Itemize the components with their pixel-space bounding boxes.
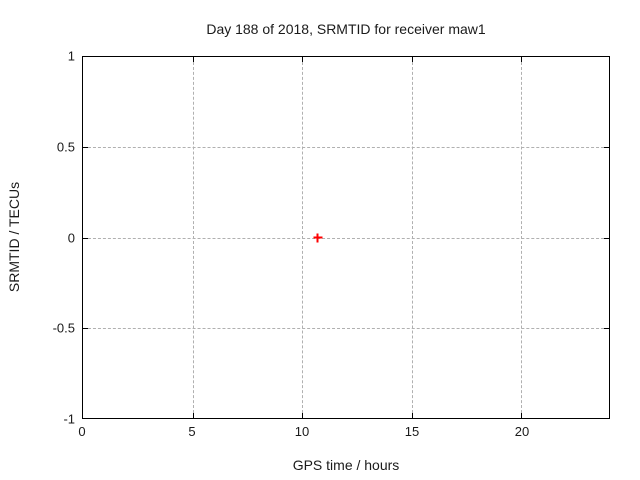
- x-tick-label: 15: [404, 424, 420, 439]
- y-tick-mark: [604, 327, 609, 329]
- y-tick-label: 1: [67, 48, 75, 64]
- x-axis-label: GPS time / hours: [292, 457, 400, 473]
- marker-vertical-bar: [316, 233, 319, 242]
- x-tick-label: 20: [514, 424, 530, 439]
- chart-title: Day 188 of 2018, SRMTID for receiver maw…: [206, 21, 486, 37]
- y-gridline: [83, 147, 609, 149]
- y-tick-label: -0.5: [52, 320, 75, 336]
- x-tick-mark: [192, 413, 194, 418]
- y-gridline: [83, 327, 609, 329]
- y-tick-label: 0.5: [56, 139, 75, 155]
- x-tick-label: 0: [78, 424, 86, 439]
- x-tick-label: 10: [294, 424, 310, 439]
- x-tick-mark: [411, 57, 413, 62]
- x-tick-label: 5: [188, 424, 196, 439]
- y-tick-mark: [83, 327, 88, 329]
- x-tick-mark: [302, 413, 304, 418]
- x-tick-mark: [411, 413, 413, 418]
- y-tick-mark: [83, 147, 88, 149]
- plot-area: [82, 56, 610, 419]
- x-tick-mark: [521, 57, 523, 62]
- x-tick-mark: [302, 57, 304, 62]
- y-tick-mark: [604, 237, 609, 239]
- data-point-marker: [313, 233, 322, 242]
- y-tick-label: -1: [63, 411, 75, 427]
- y-tick-mark: [604, 147, 609, 149]
- x-tick-mark: [192, 57, 194, 62]
- y-gridline: [83, 237, 609, 239]
- x-tick-mark: [521, 413, 523, 418]
- y-tick-mark: [83, 237, 88, 239]
- y-tick-label: 0: [67, 230, 75, 245]
